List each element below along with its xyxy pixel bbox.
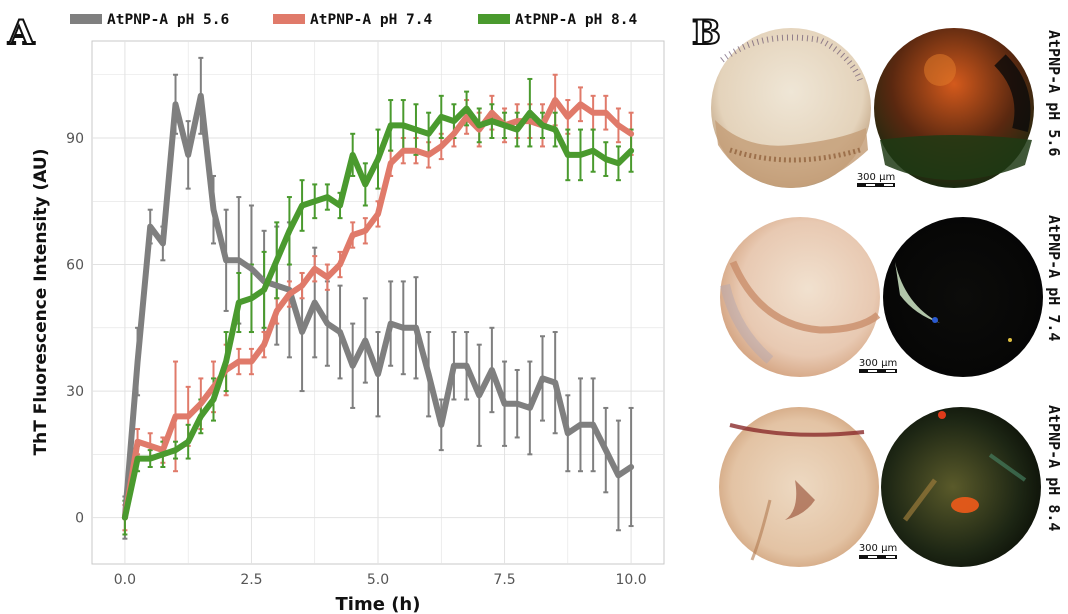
panel-b-letter: B <box>692 13 721 53</box>
legend-swatch <box>273 14 305 24</box>
x-axis-label: Time (h) <box>336 594 421 614</box>
panel-a: A AtPNP-A pH 5.6 AtPNP-A pH 7.4 AtPNP-A pH… <box>6 12 665 614</box>
series-layer <box>121 56 635 540</box>
darkfield-image-ph-8-4 <box>881 407 1041 567</box>
micrograph-row-ph-5-6: 300 µm AtPNP-A pH 5.6 <box>711 28 1063 190</box>
brightfield-image-ph-5-6 <box>711 28 871 188</box>
series-line-3 <box>121 105 635 521</box>
y-tick-label: 60 <box>66 258 84 274</box>
scale-bar: 300 µm <box>855 172 897 190</box>
row-label-ph-5-6: AtPNP-A pH 5.6 <box>1045 30 1063 156</box>
legend-label: AtPNP-A pH 7.4 <box>310 12 432 28</box>
micrograph-row-ph-8-4: 300 µm AtPNP-A pH 8.4 <box>719 405 1063 567</box>
panel-a-letter: A <box>7 13 35 53</box>
y-axis-label: ThT Fluorescence Intensity (AU) <box>31 149 51 456</box>
chart-legend: AtPNP-A pH 5.6 AtPNP-A pH 7.4 AtPNP-A pH 8… <box>70 12 637 28</box>
brightfield-image-ph-7-4 <box>720 217 881 377</box>
scale-bar-label: 300 µm <box>859 543 897 554</box>
series-line-1 <box>121 92 635 521</box>
y-tick-label: 90 <box>66 131 84 147</box>
y-tick-label: 30 <box>66 384 84 400</box>
x-tick-label: 7.5 <box>493 572 515 588</box>
x-tick-label: 2.5 <box>240 572 262 588</box>
scale-bar: 300 µm <box>857 358 899 376</box>
scale-bar-label: 300 µm <box>857 172 895 183</box>
y-tick-label: 0 <box>75 511 84 527</box>
micrograph-row-ph-7-4: 300 µm AtPNP-A pH 7.4 <box>720 215 1063 377</box>
legend-label: AtPNP-A pH 5.6 <box>107 12 229 28</box>
legend-swatch <box>70 14 102 24</box>
legend-label: AtPNP-A pH 8.4 <box>515 12 637 28</box>
y-axis: 0 30 60 90 <box>66 131 84 527</box>
legend-swatch <box>478 14 510 24</box>
darkfield-image-ph-5-6 <box>874 28 1034 188</box>
scale-bar: 300 µm <box>857 543 899 561</box>
panel-b: B 300 µm AtPNP-A pH 5.6 <box>691 12 1063 567</box>
row-label-ph-7-4: AtPNP-A pH 7.4 <box>1045 215 1063 341</box>
legend-item: AtPNP-A pH 8.4 <box>478 12 637 28</box>
series-line-2 <box>121 97 635 521</box>
darkfield-image-ph-7-4 <box>883 217 1043 377</box>
brightfield-image-ph-8-4 <box>719 407 879 567</box>
x-tick-label: 10.0 <box>616 572 647 588</box>
row-label-ph-8-4: AtPNP-A pH 8.4 <box>1045 405 1063 531</box>
legend-item: AtPNP-A pH 7.4 <box>273 12 432 28</box>
x-axis: 0.0 2.5 5.0 7.5 10.0 <box>114 572 647 588</box>
scale-bar-label: 300 µm <box>859 358 897 369</box>
x-tick-label: 5.0 <box>367 572 389 588</box>
x-tick-label: 0.0 <box>114 572 136 588</box>
legend-item: AtPNP-A pH 5.6 <box>70 12 229 28</box>
